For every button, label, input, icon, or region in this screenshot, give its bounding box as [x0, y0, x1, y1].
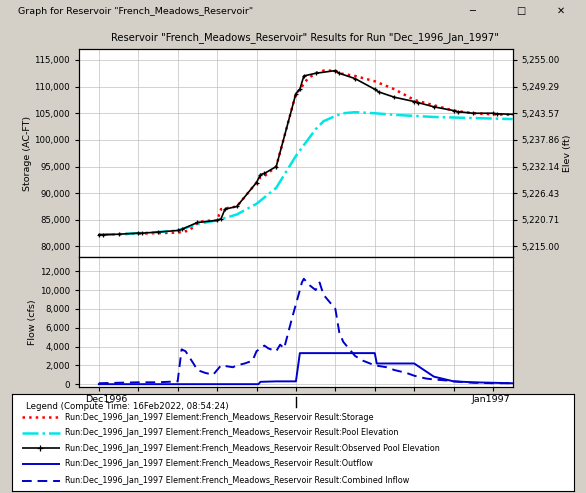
Text: Run:Dec_1996_Jan_1997 Element:French_Meadows_Reservoir Result:Combined Inflow: Run:Dec_1996_Jan_1997 Element:French_Mea…: [65, 476, 410, 486]
Y-axis label: Flow (cfs): Flow (cfs): [28, 299, 37, 345]
Text: ✕: ✕: [557, 6, 565, 16]
Text: Run:Dec_1996_Jan_1997 Element:French_Meadows_Reservoir Result:Observed Pool Elev: Run:Dec_1996_Jan_1997 Element:French_Mea…: [65, 444, 440, 453]
Y-axis label: Storage (AC-FT): Storage (AC-FT): [23, 116, 32, 191]
Text: Jan1997: Jan1997: [471, 395, 510, 404]
Text: □: □: [516, 6, 525, 16]
Text: Dec1996: Dec1996: [85, 395, 127, 404]
Text: Graph for Reservoir "French_Meadows_Reservoir": Graph for Reservoir "French_Meadows_Rese…: [18, 6, 253, 16]
Text: ─: ─: [469, 6, 475, 16]
Text: Reservoir "French_Meadows_Reservoir" Results for Run "Dec_1996_Jan_1997": Reservoir "French_Meadows_Reservoir" Res…: [111, 32, 499, 43]
Text: Run:Dec_1996_Jan_1997 Element:French_Meadows_Reservoir Result:Storage: Run:Dec_1996_Jan_1997 Element:French_Mea…: [65, 413, 374, 422]
Text: Legend (Compute Time: 16Feb2022, 08:54:24): Legend (Compute Time: 16Feb2022, 08:54:2…: [26, 402, 229, 411]
Text: Run:Dec_1996_Jan_1997 Element:French_Meadows_Reservoir Result:Outflow: Run:Dec_1996_Jan_1997 Element:French_Mea…: [65, 459, 373, 468]
Text: Run:Dec_1996_Jan_1997 Element:French_Meadows_Reservoir Result:Pool Elevation: Run:Dec_1996_Jan_1997 Element:French_Mea…: [65, 428, 398, 437]
Y-axis label: Elev (ft): Elev (ft): [563, 135, 572, 172]
